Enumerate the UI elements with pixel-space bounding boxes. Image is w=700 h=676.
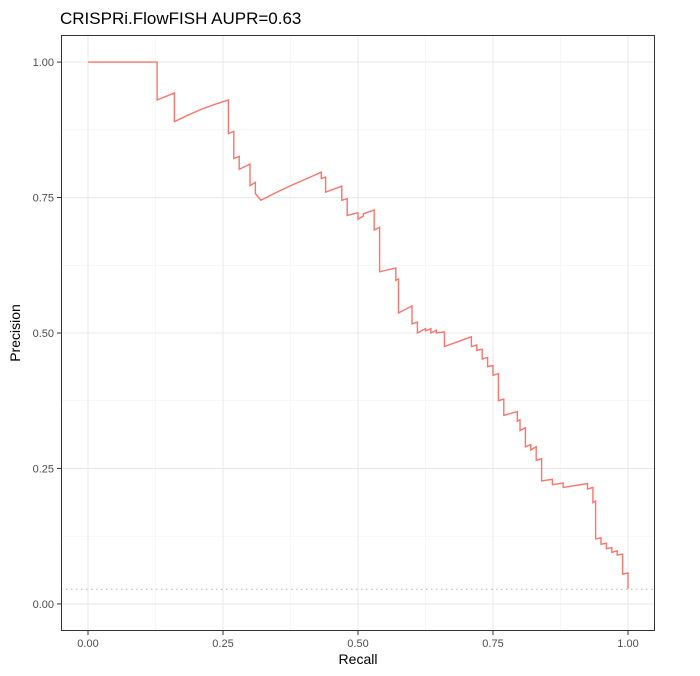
x-tick-label: 1.00 <box>617 638 638 650</box>
x-tick-label: 0.00 <box>77 638 98 650</box>
precision-recall-line <box>88 61 629 589</box>
y-axis-ticks: 0.00 0.25 0.50 0.75 1.00 <box>33 57 61 611</box>
y-tick-label: 0.25 <box>33 463 54 475</box>
x-axis-title: Recall <box>339 651 378 667</box>
panel-border <box>61 35 655 631</box>
y-tick-label: 0.00 <box>33 599 54 611</box>
major-gridlines <box>61 35 655 631</box>
x-axis-ticks: 0.00 0.25 0.50 0.75 1.00 <box>77 631 639 650</box>
y-tick-label: 1.00 <box>33 57 54 69</box>
y-tick-label: 0.50 <box>33 328 54 340</box>
x-tick-label: 0.25 <box>212 638 233 650</box>
chart-title: CRISPRi.FlowFISH AUPR=0.63 <box>60 9 301 28</box>
x-tick-label: 0.75 <box>482 638 503 650</box>
y-axis-title: Precision <box>7 304 23 362</box>
y-tick-label: 0.75 <box>33 193 54 205</box>
x-tick-label: 0.50 <box>347 638 368 650</box>
